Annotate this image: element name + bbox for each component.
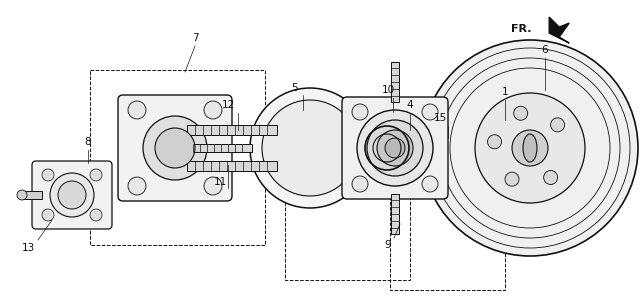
Circle shape (550, 118, 564, 132)
Circle shape (422, 104, 438, 120)
Text: 11: 11 (213, 177, 227, 187)
Bar (187, 125, 277, 135)
Ellipse shape (523, 134, 537, 162)
Bar (391, 62, 399, 102)
Circle shape (58, 181, 86, 209)
Text: 15: 15 (433, 113, 447, 123)
Circle shape (352, 176, 368, 192)
Bar (90, 70, 265, 245)
Circle shape (42, 209, 54, 221)
Circle shape (128, 101, 146, 119)
Circle shape (488, 135, 502, 149)
Circle shape (367, 120, 423, 176)
Text: 8: 8 (84, 137, 92, 147)
Bar (187, 161, 277, 171)
FancyBboxPatch shape (32, 161, 112, 229)
Circle shape (505, 172, 519, 186)
Circle shape (422, 40, 638, 256)
Text: FR.: FR. (511, 24, 531, 34)
Circle shape (357, 110, 433, 186)
FancyBboxPatch shape (342, 97, 448, 199)
Text: 1: 1 (502, 87, 508, 97)
Text: 13: 13 (21, 243, 35, 253)
Circle shape (543, 171, 557, 184)
Circle shape (17, 190, 27, 200)
Circle shape (155, 128, 195, 168)
Bar (22, 191, 42, 199)
Circle shape (512, 130, 548, 166)
Text: 12: 12 (221, 100, 235, 110)
Text: 5: 5 (292, 83, 298, 93)
Bar (390, 100, 505, 290)
Text: 9: 9 (385, 240, 391, 250)
Circle shape (352, 104, 368, 120)
Circle shape (514, 106, 528, 120)
Circle shape (250, 88, 370, 208)
Circle shape (385, 138, 405, 158)
Bar (285, 115, 410, 280)
Circle shape (475, 93, 585, 203)
Polygon shape (549, 17, 569, 43)
Text: 10: 10 (381, 85, 395, 95)
Bar (391, 194, 399, 234)
Circle shape (50, 173, 94, 217)
Text: 7: 7 (192, 33, 198, 43)
Circle shape (90, 209, 102, 221)
Circle shape (128, 177, 146, 195)
Circle shape (377, 130, 413, 166)
Circle shape (204, 177, 222, 195)
Bar (187, 144, 252, 152)
Text: 4: 4 (406, 100, 413, 110)
Circle shape (90, 169, 102, 181)
Text: 6: 6 (541, 45, 548, 55)
FancyBboxPatch shape (118, 95, 232, 201)
Circle shape (42, 169, 54, 181)
Circle shape (204, 101, 222, 119)
Circle shape (143, 116, 207, 180)
Circle shape (262, 100, 358, 196)
Circle shape (422, 176, 438, 192)
